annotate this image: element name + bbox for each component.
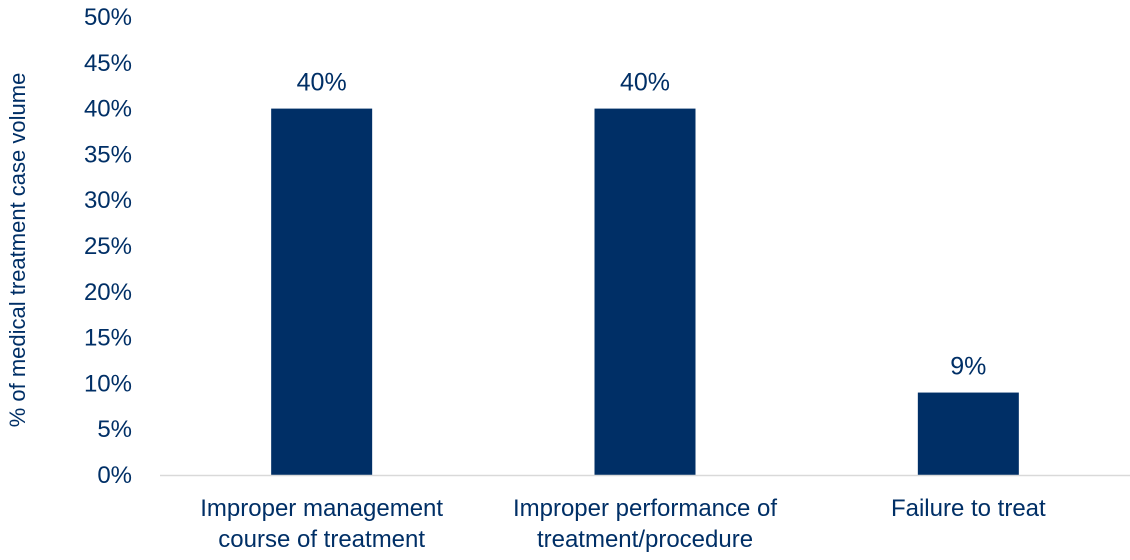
- data-labels: 40% 40% 9%: [297, 69, 987, 381]
- bar: [917, 392, 1019, 475]
- data-label: 40%: [620, 69, 670, 97]
- category-labels: Improper management course of treatment Im…: [200, 495, 1046, 553]
- y-tick-label: 40%: [84, 96, 132, 123]
- y-axis-label: % of medical treatment case volume: [5, 73, 30, 428]
- category-label: Failure to treat: [891, 495, 1046, 522]
- y-tick-label: 45%: [84, 50, 132, 77]
- bars: [271, 108, 1019, 475]
- y-tick-label: 20%: [84, 279, 132, 306]
- category-label: Improper performance of treatment/procedu…: [513, 495, 777, 553]
- data-label: 9%: [950, 353, 986, 381]
- y-tick-label: 25%: [84, 233, 132, 260]
- y-tick-label: 50%: [84, 4, 132, 31]
- y-tick-label: 5%: [97, 416, 132, 443]
- category-label: Improper management course of treatment: [200, 495, 443, 553]
- y-tick-label: 0%: [97, 462, 132, 489]
- y-tick-label: 30%: [84, 187, 132, 214]
- y-tick-label: 35%: [84, 141, 132, 168]
- bar: [271, 108, 373, 475]
- data-label: 40%: [297, 69, 347, 97]
- y-tick-label: 15%: [84, 325, 132, 352]
- y-axis-ticks: 0% 5% 10% 15% 20% 25% 30% 35% 40% 45% 50%: [84, 4, 132, 489]
- y-tick-label: 10%: [84, 370, 132, 397]
- bar: [594, 108, 696, 475]
